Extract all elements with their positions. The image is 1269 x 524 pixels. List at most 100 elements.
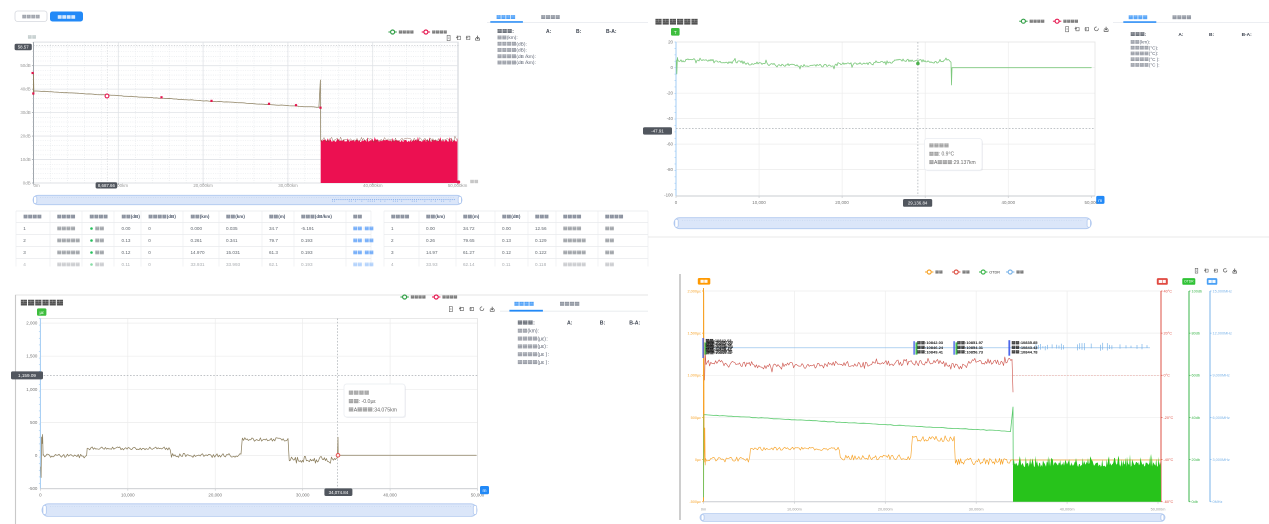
svg-text:0m: 0m — [701, 507, 706, 511]
svg-text:0.9°C: 0.9°C — [942, 152, 955, 158]
svg-text::10846.24: :10846.24 — [714, 346, 733, 351]
svg-text:12.56: 12.56 — [535, 226, 547, 231]
svg-text:B:: B: — [576, 29, 582, 35]
svg-text:62.14: 62.14 — [463, 262, 475, 267]
svg-text::10849.41: :10849.41 — [714, 350, 733, 355]
svg-text:A:: A: — [546, 29, 552, 35]
svg-text:0.12: 0.12 — [122, 250, 131, 255]
svg-text:34,074.84: 34,074.84 — [329, 490, 349, 495]
svg-text:20dB: 20dB — [20, 134, 30, 139]
svg-text::: : — [939, 152, 940, 158]
svg-text:3: 3 — [391, 250, 394, 255]
svg-text:-0.0με: -0.0με — [362, 399, 377, 405]
svg-text:3: 3 — [23, 250, 26, 255]
svg-text:με: με — [39, 310, 44, 315]
svg-text:30,000m: 30,000m — [969, 507, 984, 511]
svg-text:1,000: 1,000 — [26, 387, 38, 392]
svg-text:0.11: 0.11 — [122, 262, 131, 267]
svg-text::10849.41: :10849.41 — [715, 349, 734, 354]
svg-text:0.12: 0.12 — [502, 250, 511, 255]
svg-text:0: 0 — [148, 262, 151, 267]
svg-text:40,000km: 40,000km — [363, 183, 383, 188]
svg-text::: : — [535, 61, 536, 66]
svg-text:30,000: 30,000 — [296, 493, 310, 498]
svg-text::: : — [546, 344, 547, 350]
svg-text::10851.97: :10851.97 — [965, 340, 984, 345]
svg-text:A: A — [354, 407, 358, 413]
svg-text:0m: 0m — [34, 183, 40, 188]
svg-text::: : — [1145, 33, 1147, 38]
svg-text:20,000km: 20,000km — [193, 183, 213, 188]
svg-text:30dB: 30dB — [20, 110, 30, 115]
svg-text:OTDR: OTDR — [989, 270, 1000, 274]
svg-text:B-A:: B-A: — [1242, 32, 1253, 38]
svg-text:50,000: 50,000 — [1085, 200, 1099, 205]
svg-text:1,000με: 1,000με — [688, 374, 702, 378]
svg-text::: : — [516, 36, 517, 41]
svg-text::: : — [1158, 63, 1159, 68]
svg-text::34.075km: :34.075km — [373, 407, 397, 413]
svg-text:0: 0 — [671, 65, 674, 70]
svg-text:4: 4 — [391, 262, 394, 267]
svg-text:14.97: 14.97 — [426, 250, 438, 255]
svg-text:B:: B: — [600, 320, 606, 326]
svg-text::: : — [533, 320, 535, 326]
svg-text:(km): (km) — [200, 214, 210, 219]
svg-text:(dB /km): (dB /km) — [516, 54, 535, 60]
svg-text::: : — [525, 49, 526, 54]
svg-text::: : — [548, 352, 549, 358]
svg-text::10846.24: :10846.24 — [714, 343, 733, 348]
svg-text:1: 1 — [391, 226, 394, 231]
svg-text:0.341: 0.341 — [226, 238, 238, 243]
svg-text:-40: -40 — [667, 116, 674, 121]
svg-text:40,000: 40,000 — [1002, 200, 1016, 205]
svg-text:15,000MHz: 15,000MHz — [1213, 289, 1233, 293]
svg-text:0.000: 0.000 — [191, 226, 203, 231]
svg-text::10842.03: :10842.03 — [714, 341, 733, 346]
svg-text:1,500με: 1,500με — [688, 332, 702, 336]
svg-text:0.193: 0.193 — [301, 250, 313, 255]
svg-text:20,000: 20,000 — [835, 200, 849, 205]
svg-text:4: 4 — [23, 262, 26, 267]
svg-text:0.122: 0.122 — [535, 250, 547, 255]
svg-text:40,000: 40,000 — [383, 493, 397, 498]
svg-text:0.13: 0.13 — [122, 238, 131, 243]
svg-text::10854.31: :10854.31 — [965, 345, 984, 350]
svg-text:40°C: 40°C — [1164, 289, 1173, 293]
svg-text:0.00: 0.00 — [502, 226, 511, 231]
svg-text:33.993: 33.993 — [226, 262, 240, 267]
svg-text::10849.41: :10849.41 — [714, 347, 733, 352]
svg-text:500με: 500με — [691, 416, 702, 420]
svg-text:0.193: 0.193 — [301, 262, 313, 267]
svg-text::10842.03: :10842.03 — [714, 338, 733, 343]
svg-text::10846.24: :10846.24 — [715, 344, 734, 349]
svg-text:-5.191: -5.191 — [301, 226, 314, 231]
svg-text:0: 0 — [148, 226, 151, 231]
svg-text:34.72: 34.72 — [463, 226, 475, 231]
svg-text:0.035: 0.035 — [226, 226, 238, 231]
svg-text::: : — [548, 360, 549, 366]
svg-text:500: 500 — [30, 420, 38, 425]
svg-text::: : — [1157, 51, 1158, 56]
svg-text:2: 2 — [391, 238, 394, 243]
svg-text::: : — [535, 55, 536, 60]
svg-text:-100: -100 — [664, 193, 673, 198]
svg-text:2,000: 2,000 — [26, 321, 38, 326]
svg-text:6,000MHz: 6,000MHz — [1213, 416, 1230, 420]
svg-text:0°C: 0°C — [1164, 374, 1171, 378]
svg-text:2: 2 — [23, 238, 26, 243]
svg-text:33.93: 33.93 — [426, 262, 438, 267]
svg-text:0.00: 0.00 — [426, 226, 435, 231]
svg-text:(dB): (dB) — [516, 41, 525, 47]
svg-text:-40°C: -40°C — [1164, 458, 1174, 462]
svg-text:B-A:: B-A: — [606, 29, 617, 35]
svg-text:(dB): (dB) — [131, 214, 141, 219]
svg-text:(με ): (με ) — [538, 360, 548, 366]
svg-text:50,000km: 50,000km — [448, 183, 468, 188]
svg-text:79.65: 79.65 — [463, 238, 475, 243]
svg-text:10dB: 10dB — [20, 157, 30, 162]
svg-text:79.7: 79.7 — [269, 238, 278, 243]
svg-text:(km): (km) — [1140, 40, 1150, 45]
svg-text:(με ): (με ) — [538, 352, 548, 358]
svg-text:(με): (με) — [538, 336, 547, 342]
